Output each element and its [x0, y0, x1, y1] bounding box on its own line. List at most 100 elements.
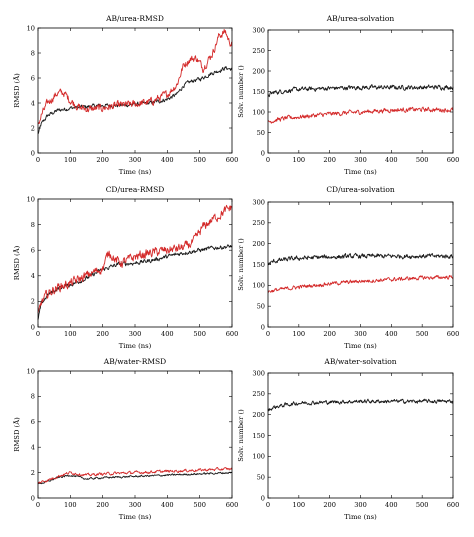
- x-axis-label: Time (ns): [119, 342, 152, 350]
- y-tick-label: 6: [31, 418, 35, 426]
- x-tick-label: 400: [161, 156, 174, 164]
- x-tick-label: 100: [64, 156, 77, 164]
- x-tick-label: 100: [293, 330, 306, 338]
- x-axis-label: Time (ns): [344, 168, 377, 176]
- y-tick-label: 2: [31, 298, 35, 306]
- plot-frame: [267, 201, 454, 328]
- y-tick-label: 50: [257, 129, 265, 137]
- panel-ab-water-rmsd: AB/water-RMSD 0 100 200 300 400 500 600 0 2 4 6 8 10…: [12, 357, 238, 521]
- x-axis-label: Time (ns): [344, 342, 377, 350]
- x-tick-label: 400: [385, 330, 398, 338]
- x-tick-label: 100: [64, 501, 77, 509]
- plot-area: 0 100 200 300 400 500 600 0 50 100 150 200 250 300: [252, 26, 459, 164]
- series-line-2: [267, 106, 454, 124]
- x-tick-label: 0: [266, 330, 270, 338]
- series-line-1: [37, 244, 233, 320]
- series-line-1: [267, 252, 454, 266]
- plot-frame: [267, 29, 454, 154]
- series-line-2: [37, 204, 233, 314]
- x-tick-label: 200: [96, 156, 109, 164]
- y-tick-label: 0: [261, 323, 265, 331]
- y-tick-label: 200: [252, 240, 265, 248]
- y-tick-label: 300: [252, 26, 265, 34]
- y-tick-label: 150: [252, 88, 265, 96]
- y-tick-label: 100: [252, 108, 265, 116]
- x-tick-label: 0: [36, 501, 40, 509]
- x-tick-label: 200: [96, 501, 109, 509]
- x-tick-label: 200: [96, 330, 109, 338]
- y-tick-label: 0: [31, 494, 35, 502]
- x-tick-label: 300: [129, 330, 142, 338]
- x-tick-label: 300: [354, 156, 367, 164]
- y-axis-label: RMSD (Å): [12, 73, 21, 108]
- plot-frame: [37, 370, 233, 499]
- x-tick-label: 600: [447, 501, 460, 509]
- panel-title: AB/water-solvation: [323, 357, 396, 366]
- x-tick-label: 0: [266, 156, 270, 164]
- x-tick-label: 500: [416, 330, 429, 338]
- y-tick-label: 2: [31, 469, 35, 477]
- plot-area: 0 100 200 300 400 500 600 0 50 100 150 200 250 300: [252, 198, 459, 338]
- series-line-1: [267, 398, 454, 412]
- y-tick-label: 300: [252, 369, 265, 377]
- x-tick-label: 300: [354, 330, 367, 338]
- y-axis-label: RMSD (Å): [12, 245, 21, 280]
- x-tick-label: 500: [193, 156, 206, 164]
- x-axis-label: Time (ns): [344, 513, 377, 521]
- plot-frame: [267, 372, 454, 499]
- x-tick-label: 600: [226, 156, 239, 164]
- y-tick-label: 0: [31, 149, 35, 157]
- x-tick-label: 500: [416, 156, 429, 164]
- x-tick-label: 300: [354, 501, 367, 509]
- y-tick-label: 10: [27, 24, 35, 32]
- x-tick-label: 400: [385, 156, 398, 164]
- plot-area: 0 100 200 300 400 500 600 0 2 4 6 8 10: [27, 24, 239, 164]
- panel-title: AB/urea-solvation: [326, 14, 395, 23]
- x-tick-label: 300: [129, 501, 142, 509]
- y-axis-label: RMSD (Å): [12, 417, 21, 452]
- y-tick-label: 200: [252, 67, 265, 75]
- x-tick-label: 600: [447, 156, 460, 164]
- x-tick-label: 600: [447, 330, 460, 338]
- series-line-1: [37, 66, 233, 135]
- plot-area: 0 100 200 300 400 500 600 0 50 100 150 200 250 300: [252, 369, 459, 509]
- x-tick-label: 300: [129, 156, 142, 164]
- panel-cd-urea-rmsd: CD/urea-RMSD 0 100 200 300 400 500 6000246810 …: [12, 185, 238, 350]
- y-tick-label: 10: [27, 195, 35, 203]
- x-tick-label: 600: [226, 501, 239, 509]
- panel-title: AB/water-RMSD: [103, 357, 166, 366]
- y-tick-label: 100: [252, 453, 265, 461]
- y-tick-label: 200: [252, 411, 265, 419]
- series-line-1: [37, 471, 233, 485]
- x-tick-label: 500: [416, 501, 429, 509]
- x-axis-label: Time (ns): [119, 513, 152, 521]
- y-tick-label: 8: [31, 221, 35, 229]
- y-tick-label: 50: [257, 473, 265, 481]
- y-tick-label: 2: [31, 124, 35, 132]
- x-tick-label: 100: [293, 156, 306, 164]
- plot-area: 0 100 200 300 400 500 600 0 2 4 6 8 10: [27, 195, 239, 338]
- y-tick-label: 4: [31, 272, 35, 280]
- x-tick-label: 200: [323, 156, 336, 164]
- y-tick-label: 4: [31, 99, 35, 107]
- y-tick-label: 300: [252, 198, 265, 206]
- y-tick-label: 10: [27, 367, 35, 375]
- x-tick-label: 0: [266, 501, 270, 509]
- x-tick-label: 500: [193, 330, 206, 338]
- y-tick-label: 4: [31, 444, 35, 452]
- panel-ab-urea-solvation: AB/urea-solvation 0 100 200 300 400 500 600 0 50…: [237, 14, 459, 176]
- y-tick-label: 6: [31, 74, 35, 82]
- x-tick-label: 400: [385, 501, 398, 509]
- x-tick-label: 0: [36, 330, 40, 338]
- x-axis-label: Time (ns): [119, 168, 152, 176]
- y-tick-label: 0: [261, 149, 265, 157]
- x-tick-label: 0: [36, 156, 40, 164]
- x-tick-label: 200: [323, 330, 336, 338]
- series-line-2: [267, 274, 454, 293]
- x-tick-label: 400: [161, 501, 174, 509]
- plot-frame: [37, 27, 233, 154]
- y-tick-label: 8: [31, 393, 35, 401]
- y-tick-label: 100: [252, 282, 265, 290]
- y-tick-label: 250: [252, 390, 265, 398]
